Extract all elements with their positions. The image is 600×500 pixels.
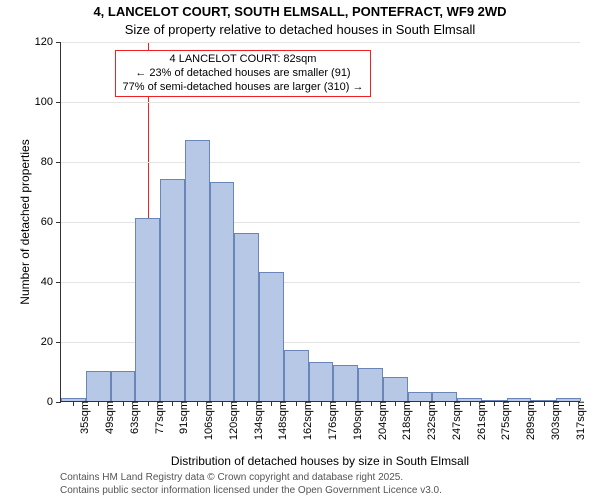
xtick-label: 275sqm	[498, 401, 512, 440]
xtick-mark	[395, 401, 396, 406]
xtick-label: 63sqm	[127, 401, 141, 434]
attribution-1: Contains HM Land Registry data © Crown c…	[60, 472, 403, 483]
grid-line	[61, 162, 580, 163]
xtick-mark	[271, 401, 272, 406]
xtick-mark	[247, 401, 248, 406]
xtick-label: 218sqm	[399, 401, 413, 440]
xtick-label: 35sqm	[77, 401, 91, 434]
histogram-bar	[408, 392, 433, 401]
xtick-label: 49sqm	[102, 401, 116, 434]
histogram-bar	[309, 362, 334, 401]
xtick-mark	[98, 401, 99, 406]
histogram-bar	[333, 365, 358, 401]
xtick-mark	[494, 401, 495, 406]
xtick-label: 204sqm	[375, 401, 389, 440]
grid-line	[61, 42, 580, 43]
histogram-bar	[160, 179, 185, 401]
xtick-label: 247sqm	[449, 401, 463, 440]
histogram-bar	[432, 392, 457, 401]
histogram-bar	[135, 218, 160, 401]
xtick-label: 317sqm	[573, 401, 587, 440]
xtick-label: 91sqm	[176, 401, 190, 434]
x-axis-label: Distribution of detached houses by size …	[60, 454, 580, 468]
xtick-mark	[445, 401, 446, 406]
grid-line	[61, 102, 580, 103]
plot-area: 4 LANCELOT COURT: 82sqm ← 23% of detache…	[60, 42, 580, 402]
attribution-2: Contains public sector information licen…	[60, 485, 442, 496]
xtick-label: 232sqm	[424, 401, 438, 440]
histogram-bar	[358, 368, 383, 401]
histogram-bar	[383, 377, 408, 401]
histogram-bar	[111, 371, 136, 401]
callout-line1: 4 LANCELOT COURT: 82sqm	[122, 53, 364, 67]
histogram-bar	[185, 140, 210, 401]
xtick-mark	[470, 401, 471, 406]
callout-line2: ← 23% of detached houses are smaller (91…	[122, 67, 364, 81]
histogram-bar	[210, 182, 235, 401]
xtick-mark	[544, 401, 545, 406]
xtick-mark	[321, 401, 322, 406]
histogram-bar	[86, 371, 111, 401]
callout-box: 4 LANCELOT COURT: 82sqm ← 23% of detache…	[115, 50, 371, 97]
xtick-mark	[346, 401, 347, 406]
page-subtitle: Size of property relative to detached ho…	[0, 22, 600, 37]
xtick-label: 162sqm	[300, 401, 314, 440]
xtick-label: 190sqm	[350, 401, 364, 440]
callout-line3: 77% of semi-detached houses are larger (…	[122, 81, 364, 95]
chart-container: 4, LANCELOT COURT, SOUTH ELMSALL, PONTEF…	[0, 0, 600, 500]
xtick-mark	[197, 401, 198, 406]
xtick-mark	[296, 401, 297, 406]
xtick-mark	[569, 401, 570, 406]
xtick-mark	[222, 401, 223, 406]
xtick-mark	[371, 401, 372, 406]
histogram-bar	[259, 272, 284, 401]
y-axis-label: Number of detached properties	[18, 42, 32, 402]
xtick-label: 289sqm	[523, 401, 537, 440]
xtick-mark	[519, 401, 520, 406]
histogram-bar	[284, 350, 309, 401]
xtick-label: 134sqm	[251, 401, 265, 440]
xtick-label: 77sqm	[152, 401, 166, 434]
xtick-label: 261sqm	[474, 401, 488, 440]
xtick-mark	[123, 401, 124, 406]
xtick-label: 176sqm	[325, 401, 339, 440]
xtick-mark	[148, 401, 149, 406]
xtick-label: 106sqm	[201, 401, 215, 440]
xtick-mark	[420, 401, 421, 406]
xtick-mark	[172, 401, 173, 406]
page-title: 4, LANCELOT COURT, SOUTH ELMSALL, PONTEF…	[0, 4, 600, 19]
xtick-label: 148sqm	[275, 401, 289, 440]
xtick-label: 303sqm	[548, 401, 562, 440]
xtick-label: 120sqm	[226, 401, 240, 440]
xtick-mark	[73, 401, 74, 406]
histogram-bar	[234, 233, 259, 401]
